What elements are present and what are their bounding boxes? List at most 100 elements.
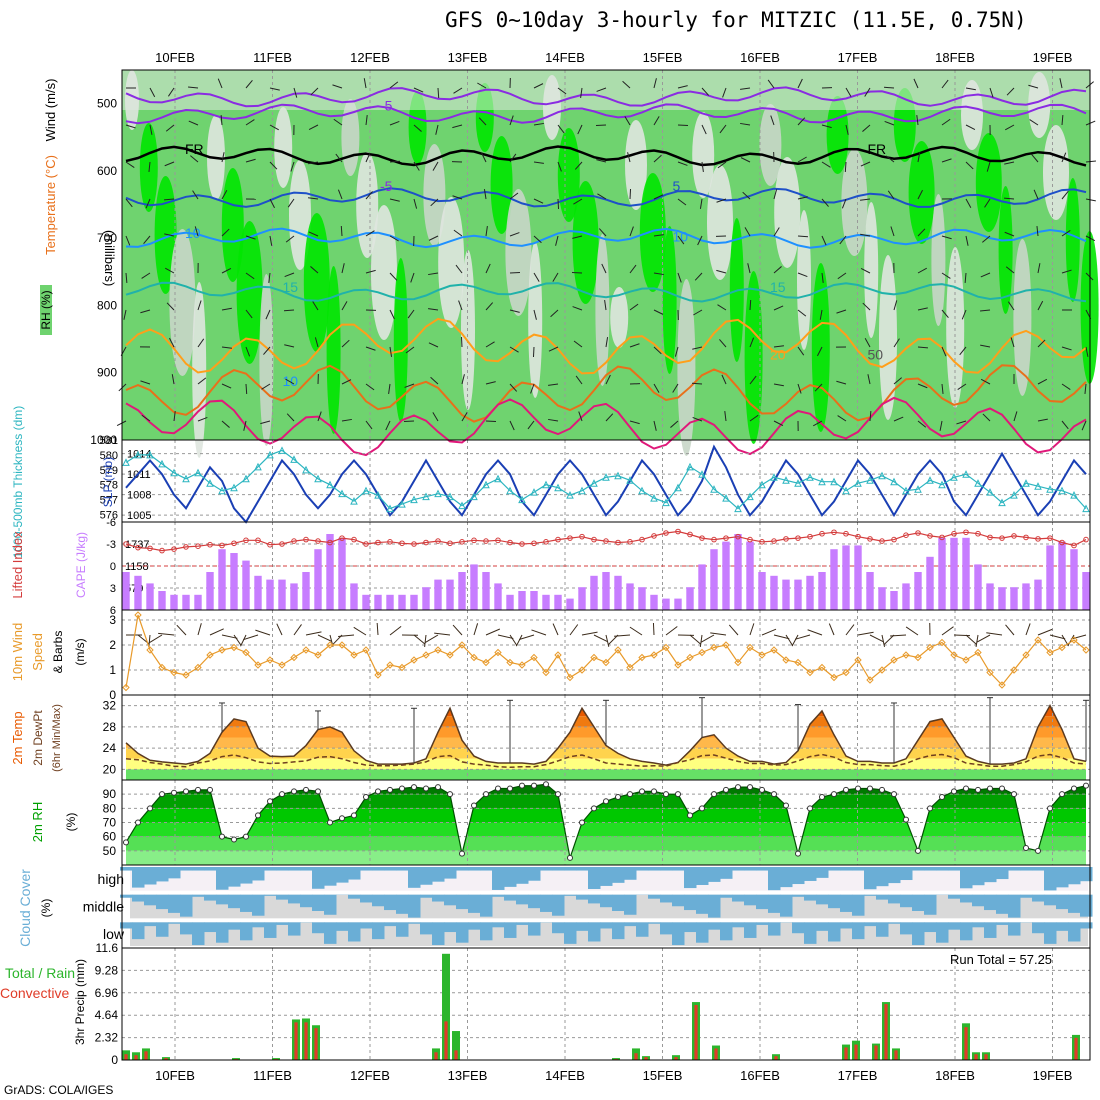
cloud-cover-cell [900, 894, 913, 908]
thickness-marker [362, 486, 370, 495]
temp2m-tick: 32 [103, 699, 117, 713]
cloud-cover-cell [1068, 867, 1081, 885]
cloud-cover-cell [528, 922, 541, 936]
lifted-index-marker [1011, 533, 1017, 539]
cape-bar [362, 594, 370, 610]
cloud-cover-cell [972, 894, 985, 907]
wind-barb [308, 231, 319, 237]
cape-bar [602, 572, 610, 610]
temp-base-band [126, 769, 1086, 780]
thickness-marker [782, 476, 790, 484]
wind10m-unit-label: (m/s) [73, 638, 87, 665]
thickness-marker [530, 488, 538, 496]
cloud-cover-cell [984, 867, 997, 883]
cape-bar [374, 594, 382, 610]
wind10m-barb [773, 634, 790, 640]
precip-convective-bar [894, 1050, 898, 1060]
rh-blob [879, 255, 897, 420]
cloud-cover-cell [456, 922, 469, 943]
wind-barb [814, 383, 823, 392]
cloud-cover-cell [240, 867, 253, 884]
wind-barb [269, 87, 280, 91]
thickness-tick: 581 [100, 435, 118, 447]
wind10m-marker [950, 651, 958, 659]
thickness-marker [926, 476, 934, 484]
wind-barb [188, 120, 199, 126]
wind-barb [813, 420, 823, 427]
wind-barb [221, 383, 232, 389]
wind-barb [389, 346, 393, 357]
cloud-cover-cell [660, 922, 673, 935]
cloud-cover-cell [972, 867, 985, 886]
wind-barb [860, 161, 871, 167]
lifted-index-marker [999, 535, 1005, 541]
cloud-cover-cell [432, 894, 445, 902]
wind-barb [221, 190, 228, 200]
wind10m-marker [530, 653, 538, 662]
cape-bar [590, 575, 598, 610]
wind10m-barb [761, 628, 777, 636]
pressure-tick: 900 [97, 366, 117, 380]
wind10m-barb [845, 624, 855, 636]
wind-barb [163, 198, 175, 201]
lifted-index-line [125, 530, 1087, 552]
cape-bar [230, 553, 238, 610]
lifted-index-marker [459, 539, 465, 545]
thickness-marker [158, 459, 166, 468]
rh2m-marker [363, 794, 369, 800]
wind-barb [989, 87, 994, 98]
wind-barb [428, 272, 439, 276]
wind10m-marker [830, 673, 838, 682]
wind10m-barb [986, 632, 1003, 636]
cloud-cover-cell [312, 894, 325, 911]
cloud-cover-cell [540, 867, 553, 871]
cloud-cover-cell [1032, 867, 1045, 871]
wind-barb [533, 198, 544, 204]
cape-bar [314, 549, 322, 610]
wind-barb [1007, 301, 1015, 311]
lifted-index-marker [279, 541, 285, 547]
wind-barb [717, 304, 727, 311]
cape-bar [674, 598, 682, 610]
wind-barb [819, 309, 823, 320]
cloud-cover-cell [912, 922, 925, 946]
wind-barb [797, 196, 808, 200]
lifted-index-marker [291, 538, 297, 544]
wind-barb [509, 271, 521, 274]
thickness-marker [182, 474, 190, 483]
wind-barb [965, 124, 976, 130]
wind-barb [674, 346, 679, 357]
isotherm-label: -5 [380, 178, 393, 194]
wind-barb [821, 272, 824, 283]
rh2m-marker [495, 785, 501, 792]
wind10m-marker [314, 651, 322, 659]
cape-bar [782, 579, 790, 610]
rh2m-marker [183, 788, 189, 795]
thickness-marker [218, 486, 226, 495]
wind10m-marker [578, 666, 586, 674]
wind-barb [428, 342, 439, 348]
cloud-cover-cell [168, 867, 181, 879]
wind-barb [268, 272, 271, 283]
rh2m-marker [759, 786, 765, 793]
cloud-cover-cell [384, 894, 397, 911]
cloud-cover-cell [924, 867, 937, 871]
wind-barb [197, 416, 208, 422]
rh-blob [289, 160, 311, 270]
cape-bar [410, 594, 418, 610]
cloud-cover-cell [984, 894, 997, 911]
wind10m-barb [976, 634, 991, 643]
wind-barb [284, 272, 295, 278]
wind-barb [574, 161, 583, 170]
cape-bar [182, 594, 190, 610]
thickness-marker [794, 479, 802, 487]
wind-barb [435, 124, 439, 135]
cloud-cover-cell [480, 894, 493, 917]
date-label-top: 17FEB [838, 50, 878, 65]
wind-barb [941, 118, 951, 126]
wind-barb [533, 122, 544, 126]
wind10m-barb [255, 629, 271, 636]
wind10m-barb [473, 623, 479, 636]
precip-total-bar [452, 1031, 460, 1060]
wind-barb [188, 86, 199, 89]
